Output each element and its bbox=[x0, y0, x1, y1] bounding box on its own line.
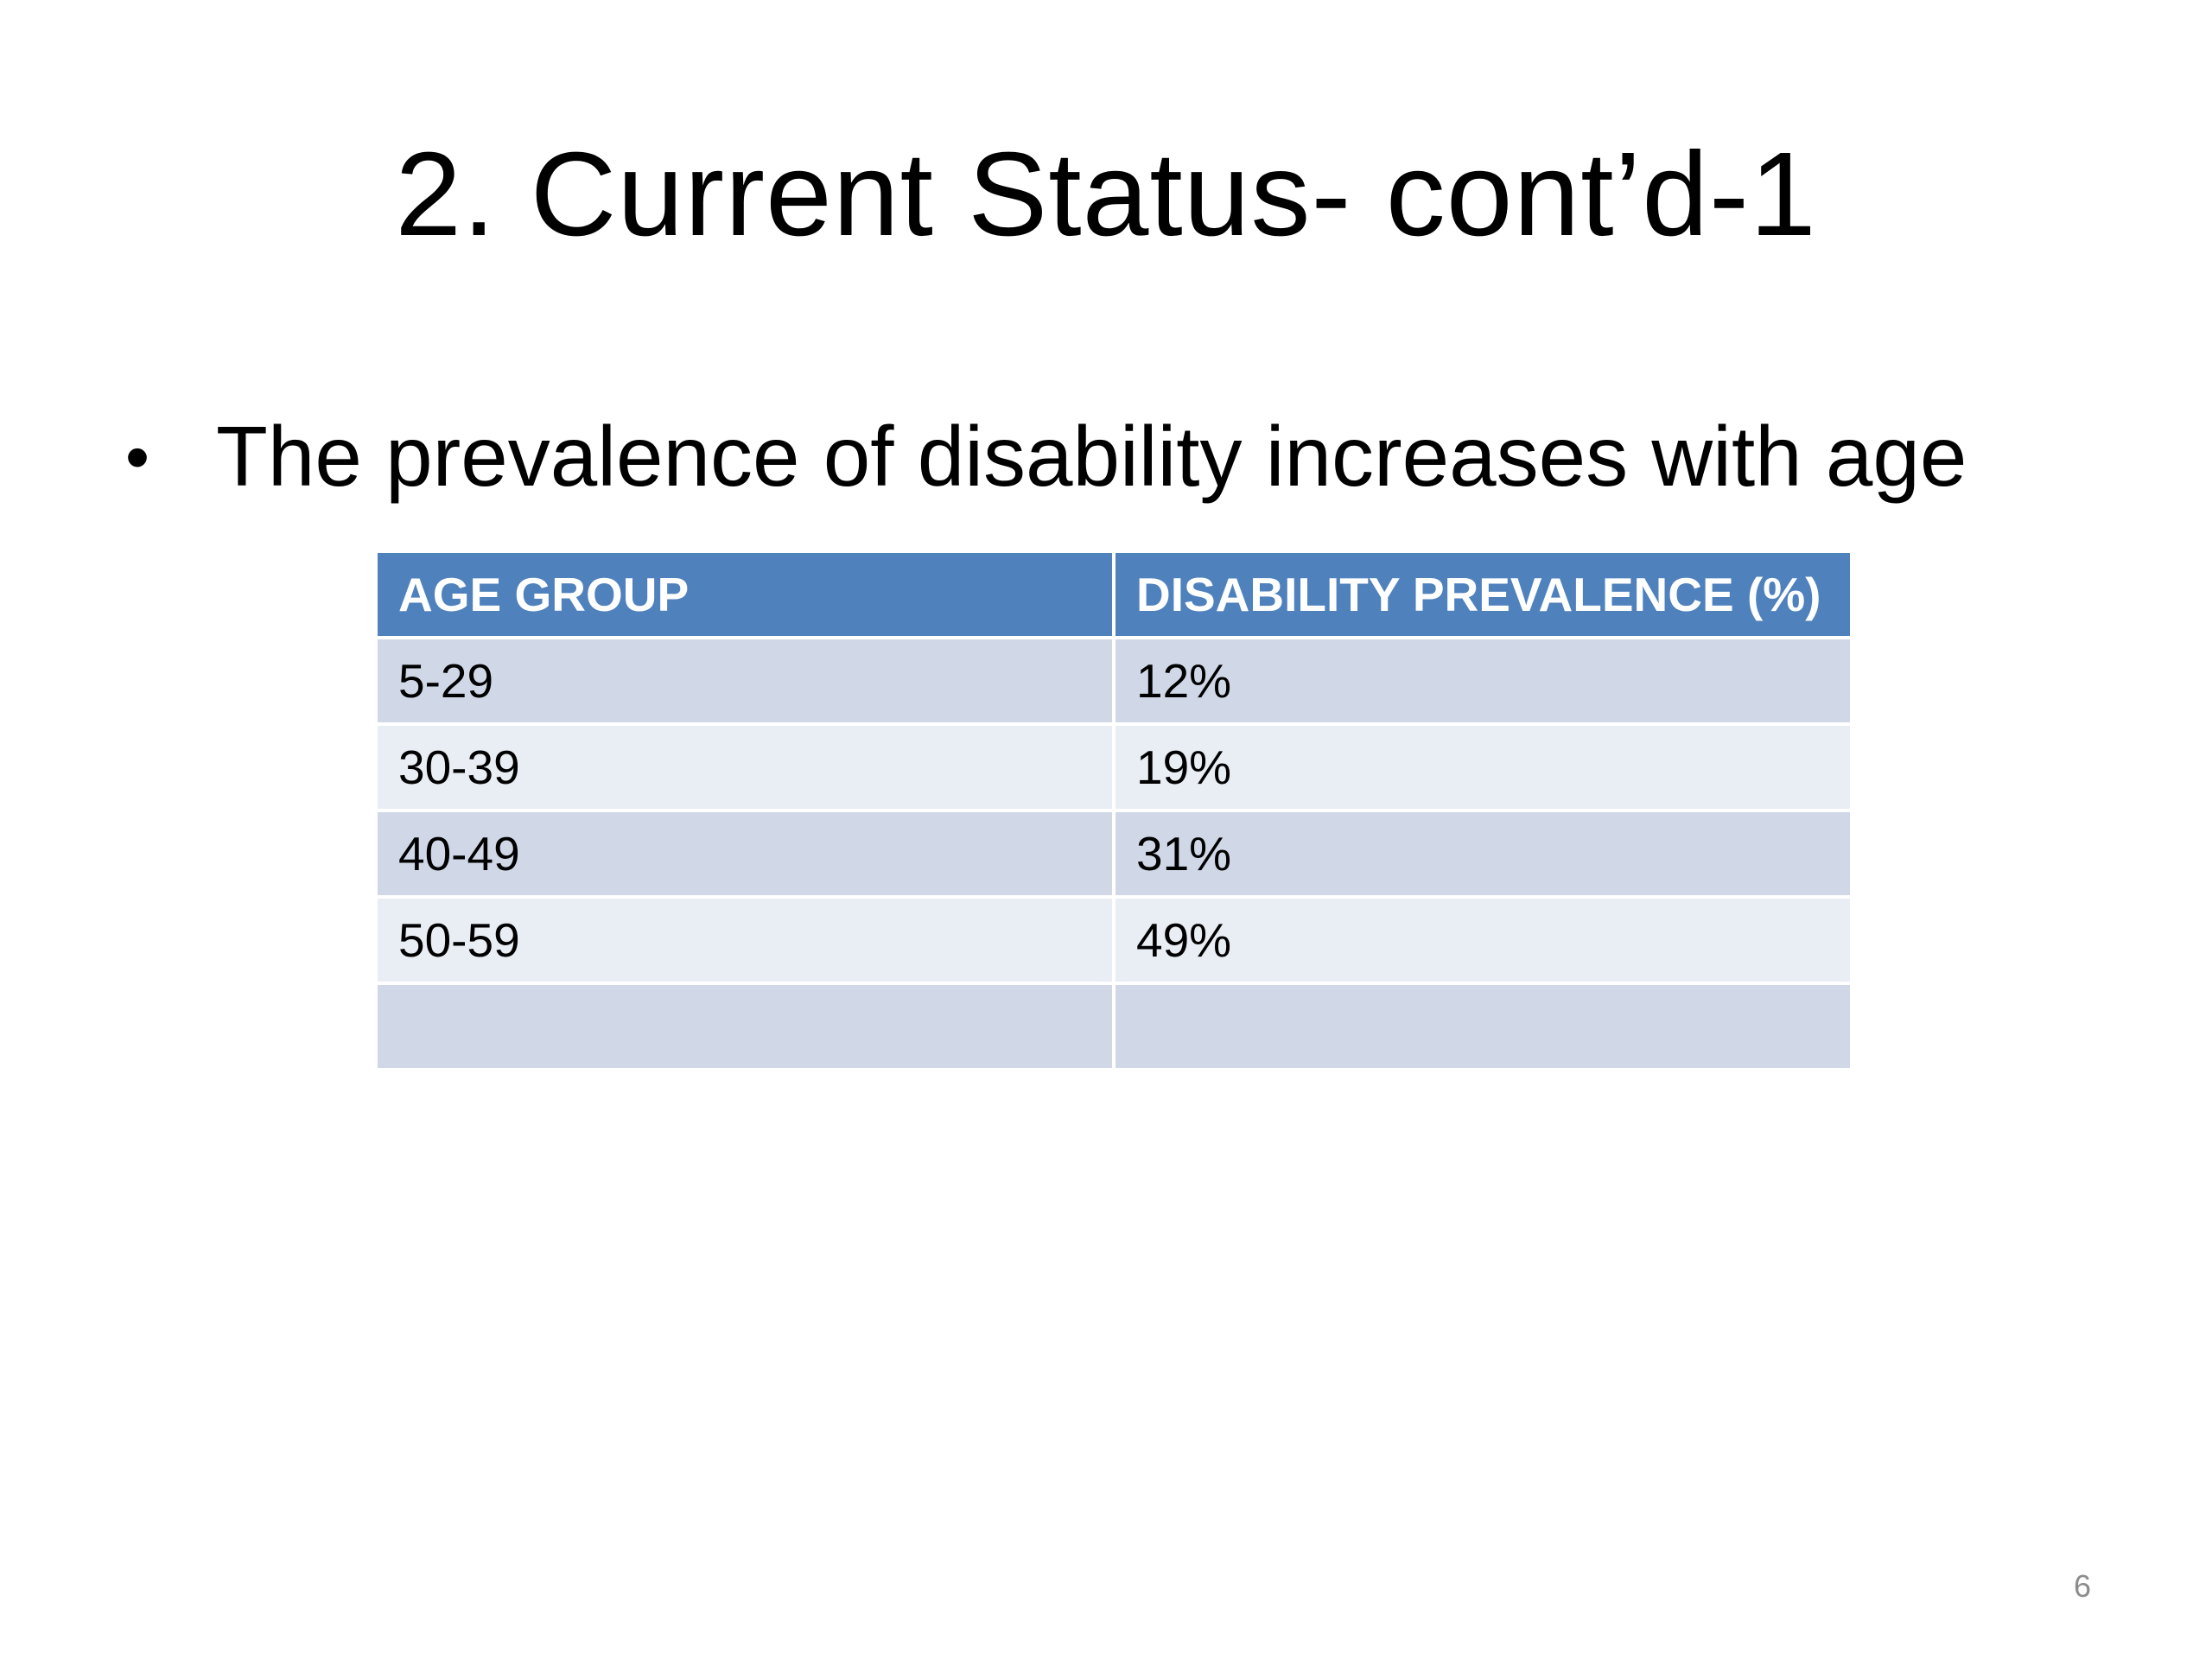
age-group-cell: 30-39 bbox=[378, 726, 1112, 809]
header-disability-prevalence: DISABILITY PREVALENCE (%) bbox=[1116, 553, 1850, 636]
prevalence-cell: 12% bbox=[1116, 639, 1850, 722]
prevalence-cell: 19% bbox=[1116, 726, 1850, 809]
slide-title: 2. Current Status- cont’d-1 bbox=[395, 128, 1817, 261]
table-row: 40-49 31% bbox=[378, 812, 1850, 895]
age-group-cell: 50-59 bbox=[378, 899, 1112, 982]
header-age-group: AGE GROUP bbox=[378, 553, 1112, 636]
table-row: 5-29 12% bbox=[378, 639, 1850, 722]
age-group-cell: 5-29 bbox=[378, 639, 1112, 722]
prevalence-cell: 31% bbox=[1116, 812, 1850, 895]
prevalence-cell: 49% bbox=[1116, 899, 1850, 982]
table-row-empty bbox=[378, 985, 1850, 1068]
table-header-row: AGE GROUP DISABILITY PREVALENCE (%) bbox=[378, 553, 1850, 636]
table-row: 30-39 19% bbox=[378, 726, 1850, 809]
page-number: 6 bbox=[2073, 1568, 2091, 1604]
table-row: 50-59 49% bbox=[378, 899, 1850, 982]
age-group-cell bbox=[378, 985, 1112, 1068]
bullet-item: • The prevalence of disability increases… bbox=[125, 410, 2113, 504]
bullet-dot-icon: • bbox=[125, 418, 150, 495]
disability-table: AGE GROUP DISABILITY PREVALENCE (%) 5-29… bbox=[374, 550, 1853, 1071]
prevalence-cell bbox=[1116, 985, 1850, 1068]
age-group-cell: 40-49 bbox=[378, 812, 1112, 895]
bullet-text: The prevalence of disability increases w… bbox=[216, 409, 1967, 504]
